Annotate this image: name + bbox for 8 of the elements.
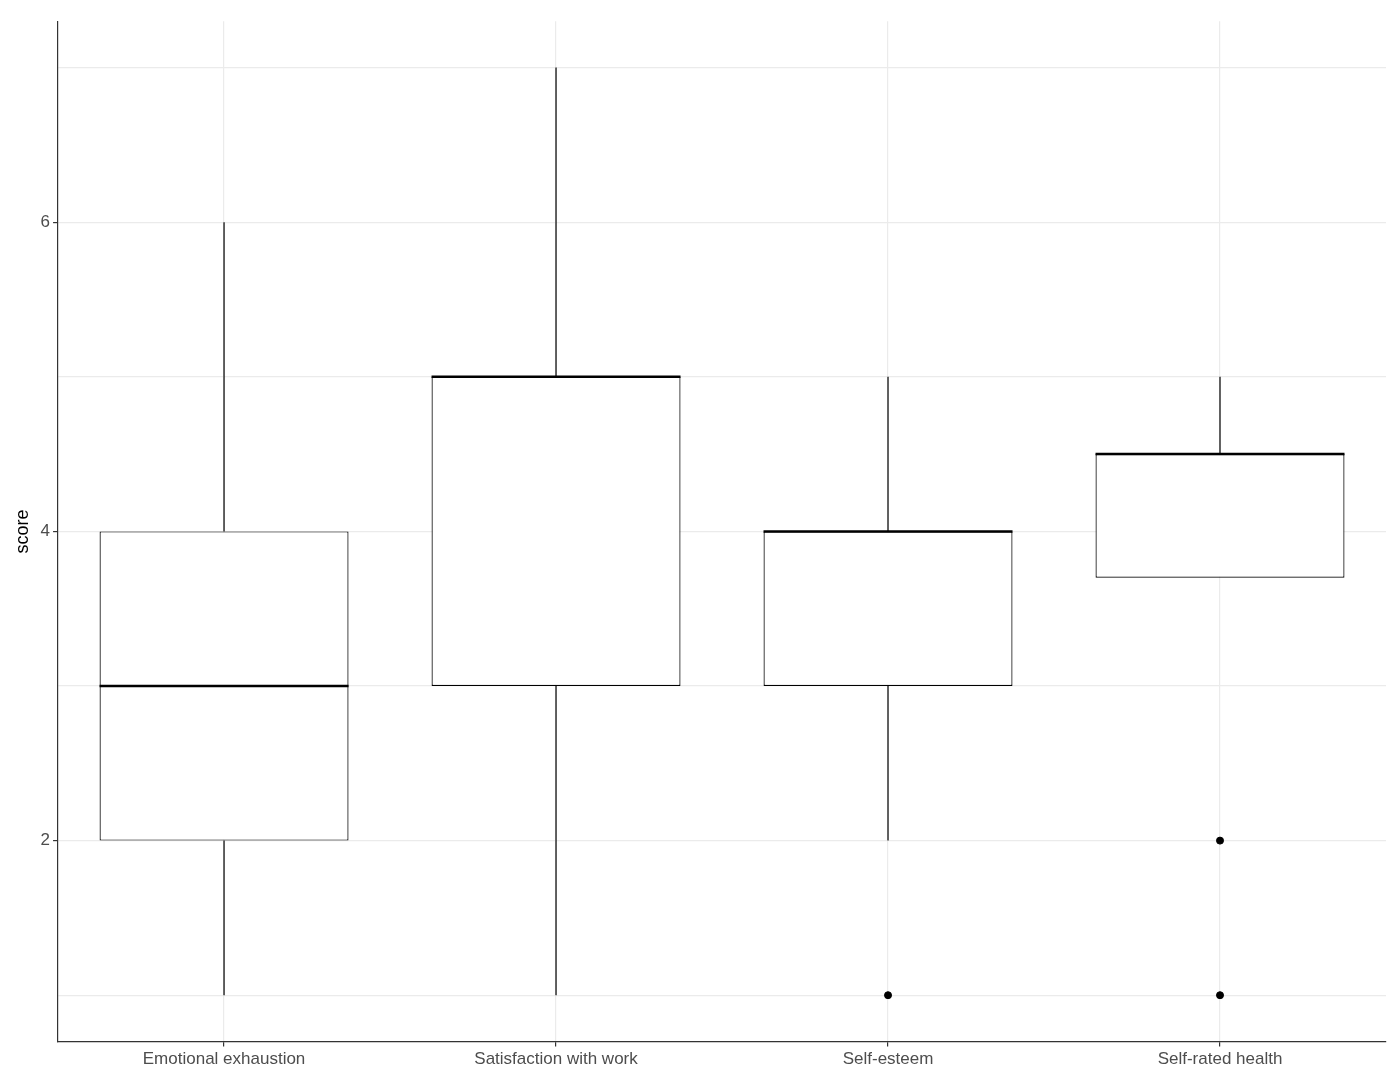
x-tick-label: Satisfaction with work — [474, 1049, 639, 1069]
y-tick-label: 2 — [40, 830, 51, 850]
x-tick-label: Emotional exhaustion — [142, 1049, 306, 1069]
y-axis-title: score — [11, 509, 32, 554]
x-tick-label: Self-rated health — [1157, 1049, 1283, 1069]
y-tick-label: 4 — [40, 521, 51, 541]
y-tick-label: 6 — [40, 211, 51, 231]
x-tick-label: Self-esteem — [842, 1049, 934, 1069]
